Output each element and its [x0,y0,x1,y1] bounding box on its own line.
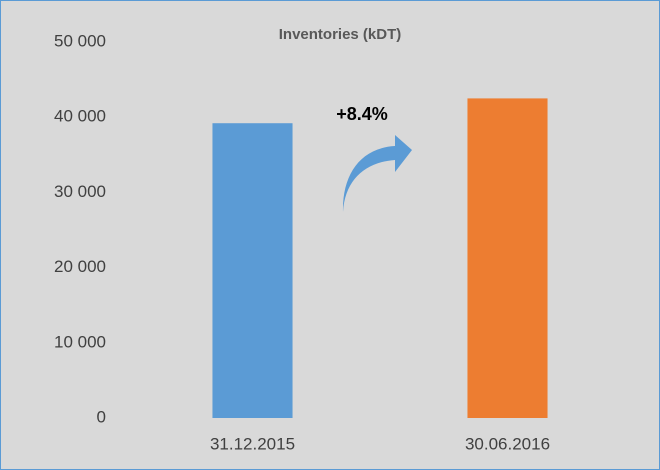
y-tick-label: 30 000 [54,182,106,201]
bar [467,98,548,419]
annotation: +8.4% [336,104,388,124]
x-tick-label: 30.06.2016 [465,434,550,453]
chart-title: Inventories (kDT) [279,26,402,43]
y-tick-label: 50 000 [54,31,106,50]
y-tick-label: 40 000 [54,107,106,126]
y-tick-label: 10 000 [54,332,106,351]
arrow [342,135,412,212]
y-tick-label: 20 000 [54,257,106,276]
y-tick-label: 0 [97,407,106,426]
bar [212,123,293,418]
x-tick-label: 31.12.2015 [210,434,295,453]
